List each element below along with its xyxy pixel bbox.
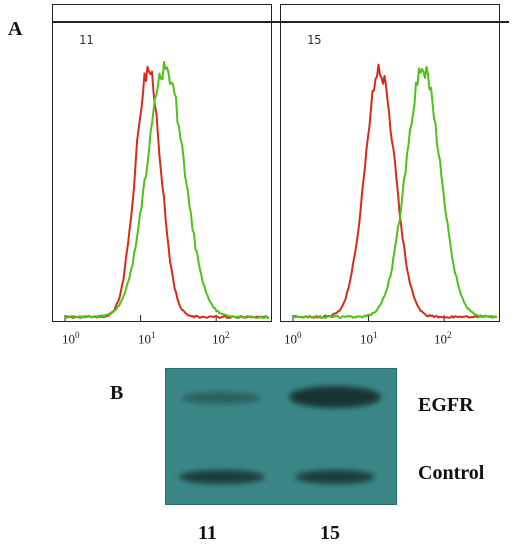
egfr-band-lane-11: [181, 392, 261, 404]
histogram-curve-red: [292, 63, 498, 319]
histogram-top-bar: [53, 21, 281, 23]
histogram-curve-green: [292, 65, 498, 319]
histogram-panel-15: 15: [280, 4, 509, 322]
control-band-lane-11: [179, 470, 265, 484]
panel-a-letter: A: [8, 18, 23, 40]
histogram-curve-green: [64, 60, 269, 319]
x-tick-label: 102: [434, 330, 452, 347]
panel-b-letter: B: [110, 382, 124, 404]
egfr-band-lane-15: [289, 386, 381, 408]
western-blot-image: [165, 368, 397, 505]
band-label-control: Control: [418, 462, 485, 484]
band-label-egfr: EGFR: [418, 394, 474, 416]
lane-label-11: 11: [198, 522, 217, 544]
histogram-sample-label: 11: [79, 33, 94, 47]
histogram-plot-15: [292, 63, 498, 321]
histogram-plot-11: [64, 60, 269, 321]
x-tick-label: 101: [360, 330, 378, 347]
x-tick-label: 100: [62, 330, 80, 347]
histogram-panel-11: 11: [52, 4, 281, 322]
histogram-curve-red: [64, 65, 269, 319]
x-tick-label: 101: [138, 330, 156, 347]
x-tick-label: 100: [284, 330, 302, 347]
histogram-top-bar: [281, 21, 509, 23]
histogram-sample-label: 15: [307, 33, 322, 47]
x-tick-label: 102: [212, 330, 230, 347]
control-band-lane-15: [295, 470, 375, 484]
lane-label-15: 15: [320, 522, 340, 544]
